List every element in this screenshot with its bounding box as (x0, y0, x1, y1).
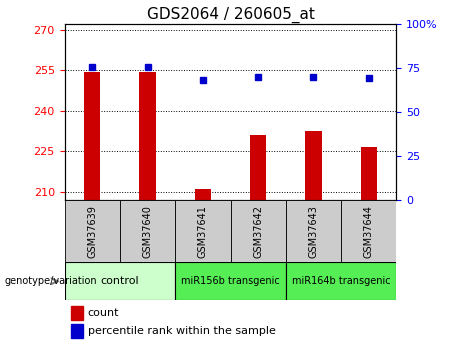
Text: miR156b transgenic: miR156b transgenic (181, 276, 280, 286)
Text: miR164b transgenic: miR164b transgenic (292, 276, 390, 286)
Bar (250, 135, 266, 200)
Bar (65, 262, 175, 300)
Text: control: control (100, 276, 139, 286)
Bar (361, 147, 377, 200)
Bar (305, 131, 322, 200)
Text: GSM37644: GSM37644 (364, 205, 374, 258)
Bar (286, 262, 396, 300)
Bar (120, 200, 175, 262)
Bar (71, 324, 83, 338)
Text: percentile rank within the sample: percentile rank within the sample (88, 326, 276, 336)
Bar (341, 200, 396, 262)
Text: GSM37643: GSM37643 (308, 205, 319, 258)
Bar (175, 262, 286, 300)
Text: GSM37639: GSM37639 (87, 205, 97, 258)
Text: GSM37641: GSM37641 (198, 205, 208, 258)
Text: GSM37640: GSM37640 (142, 205, 153, 258)
Bar (195, 189, 211, 200)
Bar (71, 306, 83, 319)
Bar (84, 71, 100, 200)
Bar (175, 200, 230, 262)
Text: GSM37642: GSM37642 (253, 205, 263, 258)
Text: genotype/variation: genotype/variation (5, 276, 97, 286)
Bar (65, 200, 120, 262)
Text: count: count (88, 308, 119, 318)
Bar (286, 200, 341, 262)
Bar (139, 72, 156, 200)
Bar (230, 200, 286, 262)
Title: GDS2064 / 260605_at: GDS2064 / 260605_at (147, 7, 314, 23)
